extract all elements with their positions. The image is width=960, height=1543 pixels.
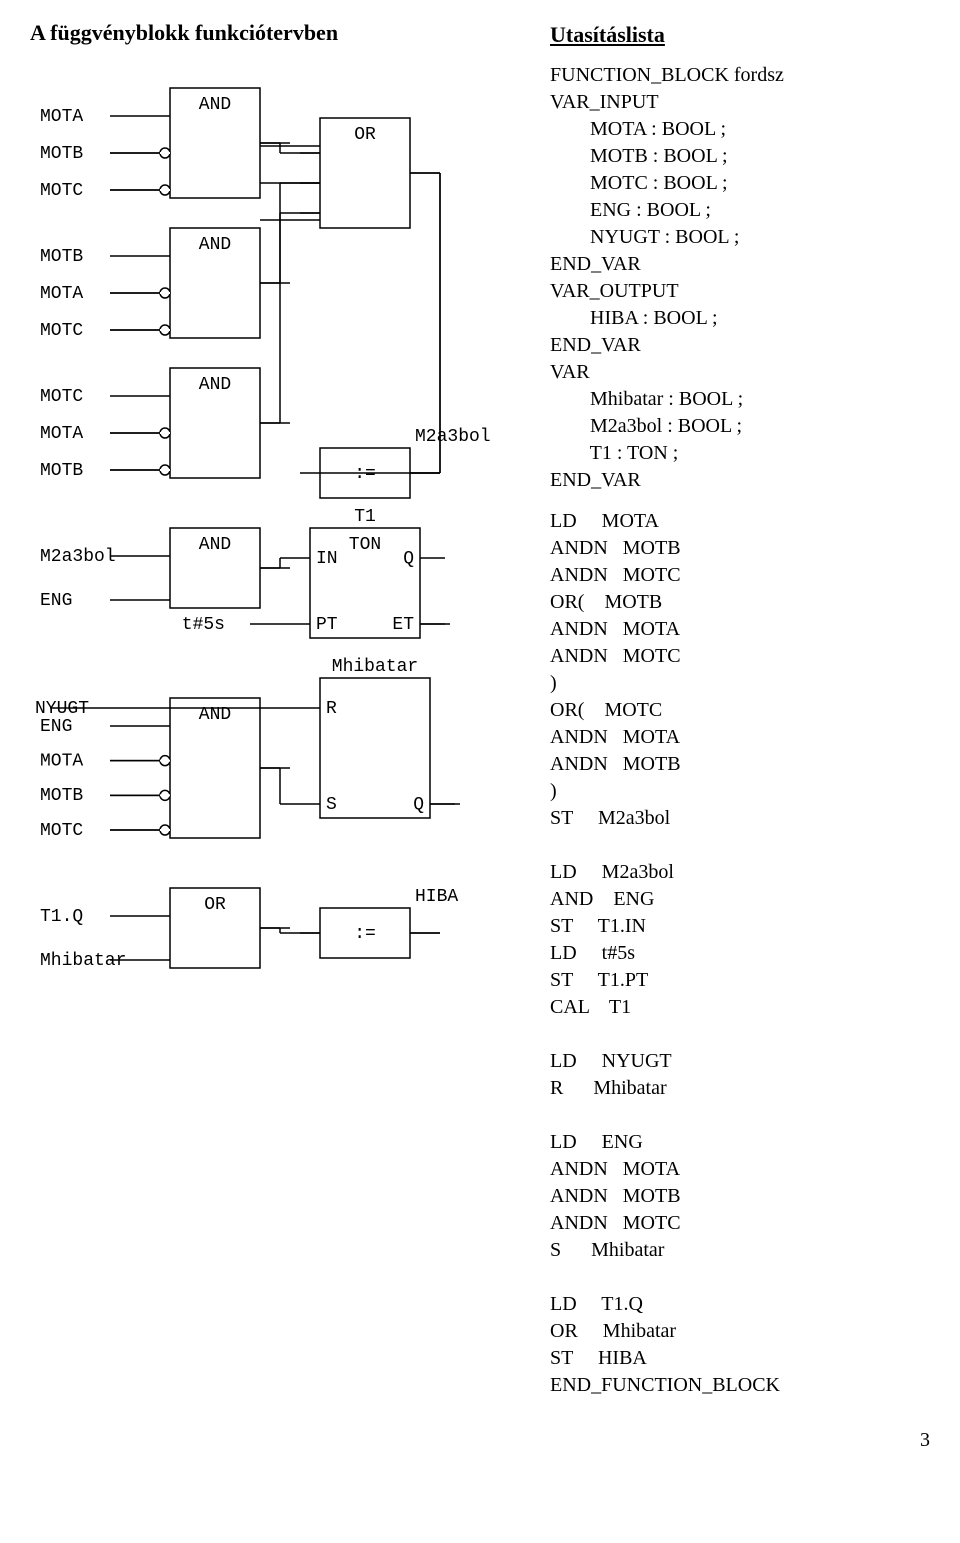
code-declarations: FUNCTION_BLOCK fordsz VAR_INPUT MOTA : B… <box>550 62 930 494</box>
svg-text:Q: Q <box>403 549 414 569</box>
svg-text:t#5s: t#5s <box>182 615 225 635</box>
svg-text:AND: AND <box>199 535 231 555</box>
svg-text:MOTB: MOTB <box>40 786 83 806</box>
svg-text:MOTA: MOTA <box>40 107 83 127</box>
svg-text:TON: TON <box>349 535 381 555</box>
svg-text:PT: PT <box>316 615 338 635</box>
svg-text:MOTC: MOTC <box>40 181 83 201</box>
svg-text:MOTB: MOTB <box>40 144 83 164</box>
function-block-diagram: AND MOTA MOTB MOTC AND MOTB MOTA MOTC AND MOTC MOT… <box>30 58 510 998</box>
right-heading: Utasításlista <box>550 20 930 50</box>
svg-text:MOTC: MOTC <box>40 387 83 407</box>
svg-text::=: := <box>354 924 376 944</box>
code-instructions: LD MOTA ANDN MOTB ANDN MOTC OR( MOTB AND… <box>550 508 930 1399</box>
svg-text:MOTA: MOTA <box>40 751 83 771</box>
svg-text:HIBA: HIBA <box>415 887 458 907</box>
svg-text:ENG: ENG <box>40 717 72 737</box>
svg-text:OR: OR <box>204 895 226 915</box>
svg-text:MOTA: MOTA <box>40 424 83 444</box>
svg-text:S: S <box>326 795 337 815</box>
svg-text:AND: AND <box>199 375 231 395</box>
svg-text:NYUGT: NYUGT <box>35 699 89 719</box>
svg-text:T1: T1 <box>354 507 376 527</box>
svg-text:M2a3bol: M2a3bol <box>415 427 491 447</box>
svg-text:Q: Q <box>413 795 424 815</box>
svg-text:MOTB: MOTB <box>40 247 83 267</box>
svg-text:IN: IN <box>316 549 338 569</box>
svg-text:M2a3bol: M2a3bol <box>40 547 116 567</box>
svg-text:MOTB: MOTB <box>40 461 83 481</box>
svg-text:OR: OR <box>354 125 376 145</box>
svg-text:ENG: ENG <box>40 591 72 611</box>
svg-text:Mhibatar: Mhibatar <box>40 951 126 971</box>
svg-text:ET: ET <box>392 615 414 635</box>
svg-text:Mhibatar: Mhibatar <box>332 657 418 677</box>
svg-text:AND: AND <box>199 95 231 115</box>
svg-text:R: R <box>326 699 337 719</box>
svg-text:MOTC: MOTC <box>40 321 83 341</box>
svg-text:MOTA: MOTA <box>40 284 83 304</box>
svg-text:MOTC: MOTC <box>40 821 83 841</box>
left-heading: A függvényblokk funkciótervben <box>30 20 510 46</box>
svg-text:AND: AND <box>199 235 231 255</box>
page-number: 3 <box>30 1429 930 1452</box>
svg-text:T1.Q: T1.Q <box>40 907 83 927</box>
